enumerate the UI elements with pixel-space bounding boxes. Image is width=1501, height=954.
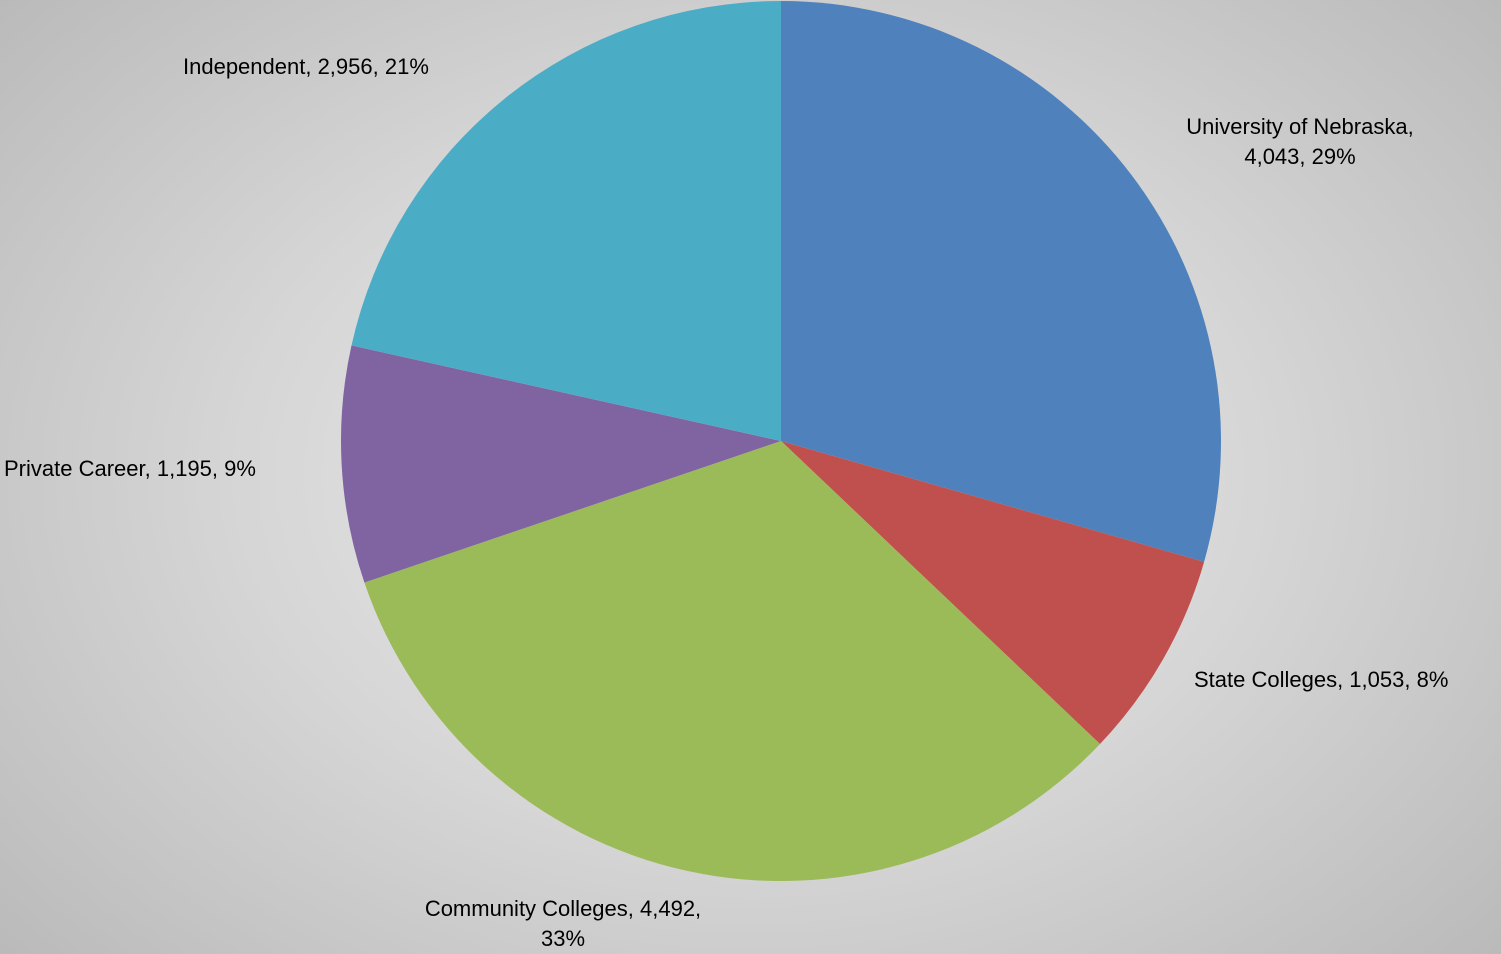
slice-label-community-colleges: Community Colleges, 4,492, 33% — [393, 894, 733, 954]
pie-slice-state-colleges — [781, 441, 1205, 745]
slice-label-private-career: Private Career, 1,195, 9% — [4, 454, 256, 484]
slice-label-independent-line1: Independent, 2,956, 21% — [183, 54, 429, 79]
slice-label-state-colleges: State Colleges, 1,053, 8% — [1194, 665, 1448, 695]
slice-label-community-colleges-line2: 33% — [540, 926, 586, 951]
pie-slice-independent — [351, 1, 781, 441]
slice-label-university-of-nebraska-line2: 4,043, 29% — [1244, 144, 1356, 169]
slice-label-university-of-nebraska: University of Nebraska, 4,043, 29% — [1160, 112, 1440, 172]
slice-label-independent: Independent, 2,956, 21% — [183, 52, 429, 82]
pie-slice-private-career — [340, 345, 781, 583]
pie-slice-community-colleges — [364, 441, 1101, 882]
slice-label-community-colleges-line1: Community Colleges, 4,492, — [424, 896, 702, 921]
pie-slice-university-of-nebraska — [781, 1, 1222, 562]
slice-label-university-of-nebraska-line1: University of Nebraska, — [1186, 114, 1414, 139]
slice-label-private-career-line1: Private Career, 1,195, 9% — [4, 456, 256, 481]
slice-label-state-colleges-line1: State Colleges, 1,053, 8% — [1194, 667, 1449, 692]
